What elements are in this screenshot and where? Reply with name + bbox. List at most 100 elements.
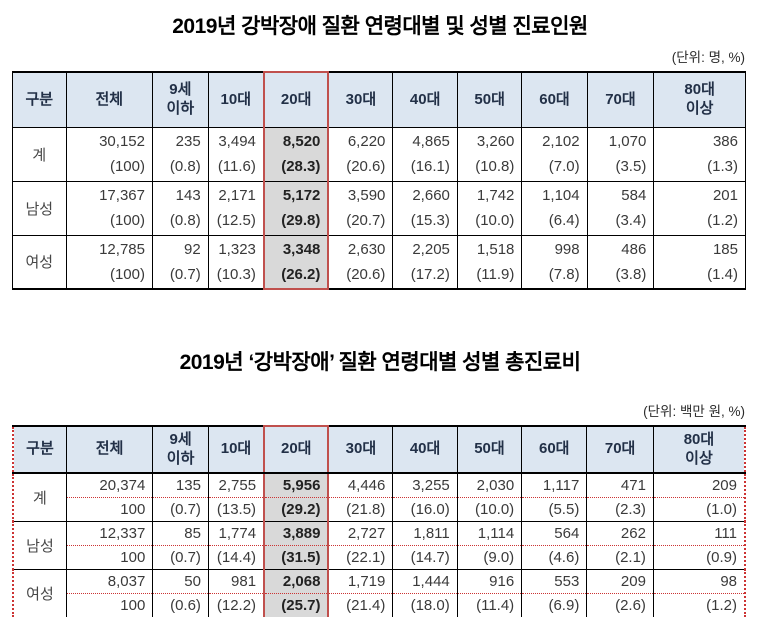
cell-percent: (20.6) <box>346 265 386 283</box>
column-header-8: 70대 <box>586 71 655 128</box>
data-cell: 2,102 (7.0) <box>521 126 588 182</box>
cell-value: 2,755 <box>209 474 264 498</box>
column-header-1: 9세 이하 <box>151 71 209 128</box>
cell-value: 584 <box>621 187 647 204</box>
column-header-5: 40대 <box>392 71 458 128</box>
unit-note: (단위: 명, %) <box>671 50 745 65</box>
cell-value: 1,114 <box>458 523 521 546</box>
cell-value: 1,719 <box>329 570 392 594</box>
column-header-3: 20대 <box>262 71 330 128</box>
column-header-6: 50대 <box>456 71 523 128</box>
data-cell: 143 (0.8) <box>151 180 209 236</box>
table-row-1: 남성 12,337 100 85 (0.7) 1,774 (14.4) 3,889 (31.5)… <box>12 521 746 570</box>
data-cell: 553 (6.9) <box>521 569 588 617</box>
cell-value: 111 <box>654 523 744 546</box>
cell-percent: (14.4) <box>216 549 257 566</box>
cell-percent: (13.5) <box>216 501 257 518</box>
cell-value: 1,742 <box>476 187 515 204</box>
cell-percent: (22.1) <box>346 549 386 566</box>
cell-value: 5,956 <box>266 474 327 498</box>
cell-percent: (11.9) <box>476 265 515 283</box>
column-header-4: 30대 <box>327 71 394 128</box>
data-cell: 2,755 (13.5) <box>207 472 265 522</box>
data-cell: 471 (2.3) <box>586 472 654 522</box>
data-cell: 1,719 (21.4) <box>327 569 394 617</box>
cell-percent: (1.0) <box>706 501 737 518</box>
cell-value: 564 <box>522 523 586 546</box>
cell-percent: (21.8) <box>346 501 386 518</box>
data-cell: 2,205 (17.2) <box>392 234 458 290</box>
data-cell: 486 (3.8) <box>586 234 655 290</box>
column-header-3: 20대 <box>263 425 330 474</box>
cell-percent: 100 <box>120 597 146 614</box>
cell-percent: (15.3) <box>410 212 450 229</box>
page-title: 2019년 강박장애 질환 연령대별 및 성별 진료인원 <box>172 15 588 38</box>
cell-percent: (20.7) <box>346 212 386 229</box>
data-cell: 201 (1.2) <box>653 180 746 236</box>
cell-percent: (25.7) <box>281 597 321 614</box>
cell-value: 3,590 <box>347 187 386 204</box>
cell-percent: (3.8) <box>615 265 647 283</box>
cell-percent: (16.1) <box>410 158 450 175</box>
cell-value: 262 <box>587 523 653 546</box>
data-cell: 8,520 (28.3) <box>262 126 330 182</box>
data-cell: 3,494 (11.6) <box>207 126 265 182</box>
header-row: 구분 전체 9세 이하 10대 20대 30대 40대 50대 60대 70대 80대 이상 <box>12 71 746 128</box>
column-header-8: 70대 <box>586 425 654 474</box>
cell-percent: (1.3) <box>707 158 738 175</box>
cell-value: 2,630 <box>347 240 386 258</box>
data-cell: 1,323 (10.3) <box>207 234 265 290</box>
data-cell: 3,260 (10.8) <box>456 126 523 182</box>
cell-percent: (100) <box>109 158 145 175</box>
row-label: 여성 <box>12 569 67 617</box>
cell-percent: (10.3) <box>216 265 256 283</box>
cell-percent: (7.8) <box>548 265 580 283</box>
cell-percent: (0.6) <box>170 597 201 614</box>
cell-value: 92 <box>184 240 201 258</box>
cell-value: 916 <box>458 570 521 594</box>
data-cell: 12,337 100 <box>65 521 154 570</box>
cell-value: 2,171 <box>218 187 256 204</box>
data-cell: 111 (0.9) <box>652 521 746 570</box>
column-header-9: 80대 이상 <box>652 425 746 474</box>
data-cell: 5,956 (29.2) <box>263 472 330 522</box>
cell-percent: (29.2) <box>281 501 321 518</box>
table-row-0: 계 20,374 100 135 (0.7) 2,755 (13.5) 5,956 (29.2)… <box>12 472 746 522</box>
cell-value: 1,811 <box>393 523 457 546</box>
cell-percent: (100) <box>109 265 145 283</box>
table-row-1: 남성 17,367 (100) 143 (0.8) 2,171 (12.5) 5,172 (29… <box>12 180 746 236</box>
cell-percent: (16.0) <box>410 501 450 518</box>
data-cell: 1,774 (14.4) <box>207 521 265 570</box>
corner-header: 구분 <box>12 425 67 474</box>
cell-value: 3,494 <box>218 133 256 150</box>
data-cell: 2,727 (22.1) <box>327 521 394 570</box>
cell-value: 4,865 <box>412 133 450 150</box>
cell-percent: (17.2) <box>410 265 450 283</box>
data-cell: 564 (4.6) <box>521 521 588 570</box>
cell-value: 1,518 <box>476 240 515 258</box>
cell-value: 12,337 <box>67 523 152 546</box>
data-cell: 17,367 (100) <box>65 180 153 236</box>
data-cell: 1,114 (9.0) <box>456 521 523 570</box>
cell-percent: (29.8) <box>281 212 321 229</box>
cell-value: 2,030 <box>458 474 521 498</box>
cell-percent: (11.4) <box>476 597 515 614</box>
row-label: 계 <box>12 472 67 522</box>
patient-count-table: 구분 전체 9세 이하 10대 20대 30대 40대 50대 60대 70대 80대 이상 계 30,… <box>12 71 746 290</box>
data-cell: 262 (2.1) <box>586 521 654 570</box>
cell-percent: (20.6) <box>346 158 386 175</box>
cell-value: 98 <box>654 570 744 594</box>
cell-percent: (6.9) <box>548 597 580 614</box>
data-cell: 916 (11.4) <box>456 569 523 617</box>
data-cell: 3,590 (20.7) <box>327 180 394 236</box>
column-header-4: 30대 <box>327 425 394 474</box>
cell-value: 2,727 <box>329 523 392 546</box>
cell-percent: (2.3) <box>615 501 646 518</box>
cell-percent: (2.6) <box>615 597 646 614</box>
data-cell: 1,070 (3.5) <box>586 126 655 182</box>
header-row: 구분 전체 9세 이하 10대 20대 30대 40대 50대 60대 70대 80대 이상 <box>12 425 746 474</box>
cell-value: 5,172 <box>282 187 321 204</box>
cell-percent: (1.4) <box>707 265 738 283</box>
data-cell: 2,068 (25.7) <box>263 569 330 617</box>
column-header-7: 60대 <box>521 71 588 128</box>
